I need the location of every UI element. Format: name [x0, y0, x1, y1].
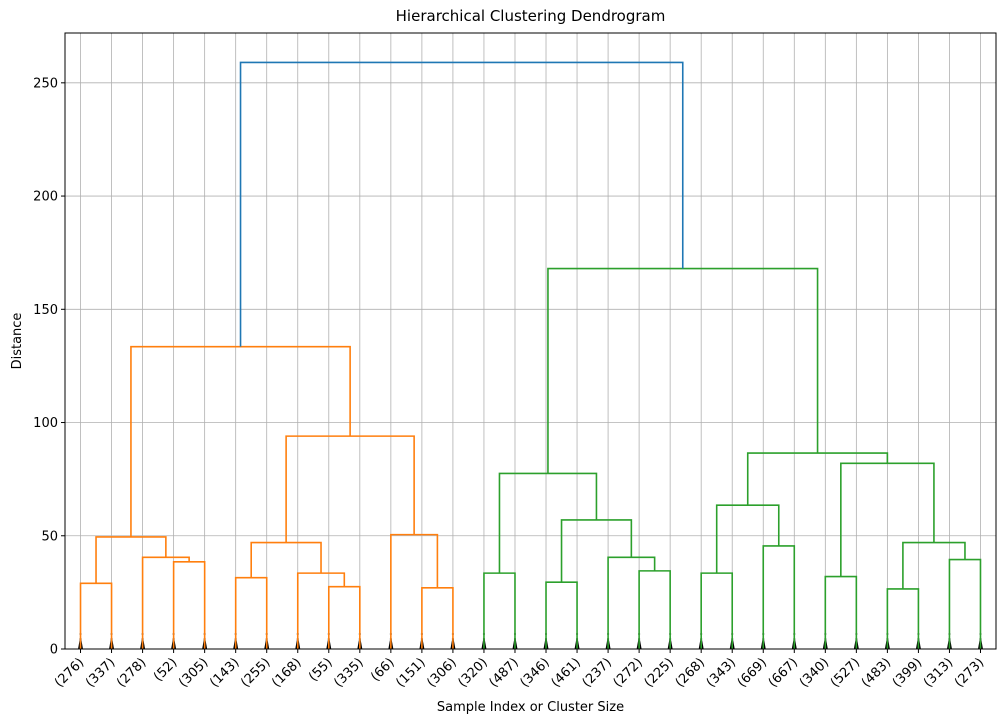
- y-axis-ticks: 0 50 100 150 200 250: [33, 76, 65, 658]
- dendrogram-link: [390, 533, 439, 649]
- x-tick-label: (667): [766, 655, 801, 690]
- dendrogram-link: [250, 541, 322, 578]
- dendrogram-link: [545, 581, 578, 649]
- x-tick-label: (237): [580, 655, 615, 690]
- y-tick-label: 200: [33, 190, 58, 205]
- x-tick-label: (337): [83, 655, 118, 690]
- dendrogram-link: [638, 570, 671, 649]
- x-tick-label: (225): [642, 655, 677, 690]
- x-tick-label: (143): [207, 655, 242, 690]
- dendrogram-link: [886, 588, 920, 649]
- x-tick-label: (669): [735, 655, 770, 690]
- dendrogram-link: [285, 435, 415, 543]
- x-tick-label: (399): [890, 655, 925, 690]
- dendrogram-link: [824, 575, 858, 649]
- dendrogram-link: [746, 452, 889, 506]
- x-axis-ticks: (276)(337)(278) (52)(305)(143)(255)(168)(…: [52, 649, 987, 691]
- dendrogram-link: [483, 572, 516, 649]
- x-axis-title: Sample Index or Cluster Size: [437, 700, 624, 715]
- plot-frame: [64, 32, 997, 650]
- dendrogram-link: [327, 585, 361, 649]
- x-tick-label: (273): [952, 655, 987, 690]
- x-tick-label: (335): [331, 655, 366, 690]
- dendrogram-link: [700, 572, 734, 649]
- x-tick-label: (168): [269, 655, 304, 690]
- dendrogram-link: [498, 472, 598, 574]
- x-tick-label: (340): [797, 655, 832, 690]
- x-tick-label: (306): [424, 655, 459, 690]
- x-tick-label: (313): [921, 655, 956, 690]
- x-tick-label: (483): [859, 655, 894, 690]
- x-tick-label: (346): [518, 655, 553, 690]
- y-axis-title: Distance: [10, 313, 25, 370]
- dendrogram-link: [130, 345, 351, 537]
- x-tick-label: (461): [549, 655, 584, 690]
- dendrogram-link: [172, 561, 206, 649]
- dendrogram-link: [421, 587, 454, 649]
- dendrogram-link: [141, 556, 190, 649]
- x-tick-label: (527): [828, 655, 863, 690]
- dendrogram-link: [547, 267, 819, 474]
- x-tick-label: (320): [455, 655, 490, 690]
- dendrogram-link: [79, 582, 113, 649]
- dendrogram-link: [296, 572, 346, 649]
- y-tick-label: 50: [41, 529, 58, 544]
- x-tick-label: (276): [52, 655, 87, 690]
- x-tick-label: (305): [176, 655, 211, 690]
- x-tick-label: (255): [238, 655, 273, 690]
- dendrogram-link: [560, 519, 633, 583]
- x-tick-label: (278): [114, 655, 149, 690]
- dendrogram-link: [95, 536, 167, 584]
- x-tick-label: (151): [393, 655, 428, 690]
- dendrogram-link: [234, 576, 268, 649]
- y-tick-label: 100: [33, 416, 58, 431]
- dendrogram-link: [239, 61, 684, 347]
- dendrogram-link: [715, 504, 780, 574]
- x-tick-label: (268): [673, 655, 708, 690]
- x-tick-label: (272): [611, 655, 646, 690]
- x-tick-label: (487): [486, 655, 521, 690]
- grid-lines: [65, 33, 996, 650]
- dendrogram-links: [79, 61, 982, 649]
- chart-title: Hierarchical Clustering Dendrogram: [396, 7, 666, 25]
- leaf-marks: [78, 633, 983, 649]
- x-tick-label: (343): [704, 655, 739, 690]
- y-tick-label: 250: [33, 76, 58, 91]
- y-tick-label: 150: [33, 303, 58, 318]
- dendrogram-link: [902, 541, 966, 589]
- y-tick-label: 0: [50, 643, 58, 658]
- dendrogram-link: [948, 558, 982, 649]
- dendrogram-link: [762, 545, 796, 649]
